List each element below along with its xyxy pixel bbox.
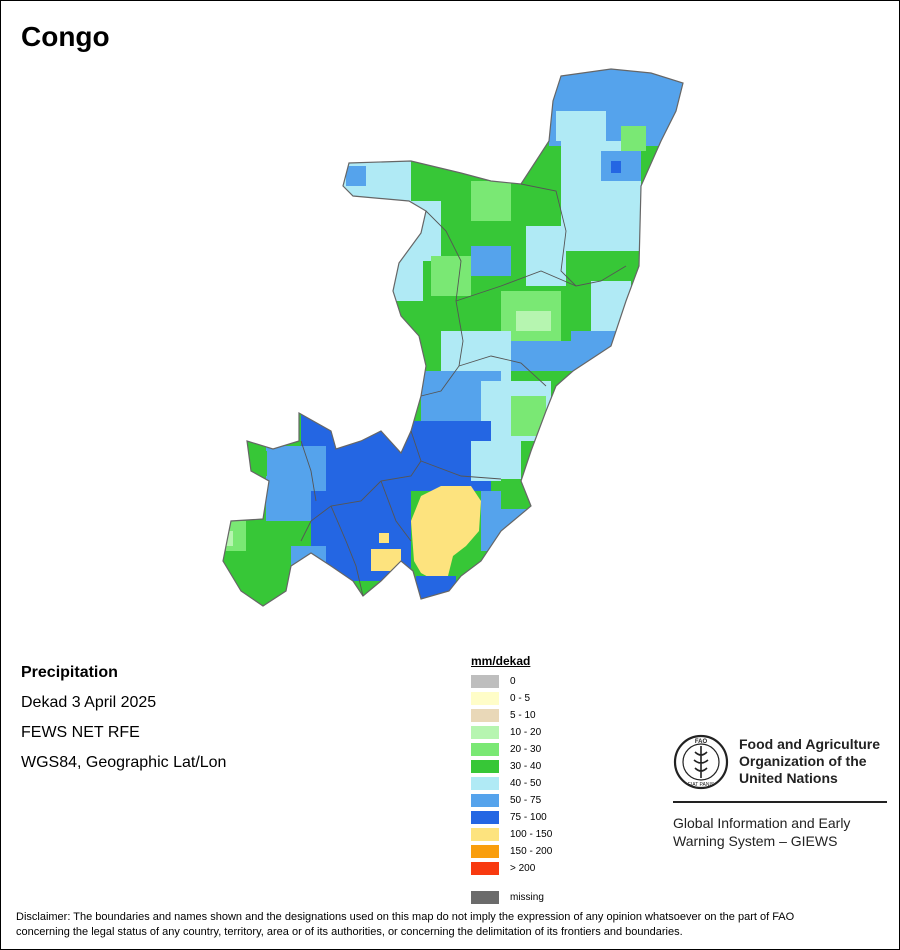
legend-item: > 200 (471, 860, 552, 877)
legend-label: 50 - 75 (510, 795, 542, 806)
info-source: FEWS NET RFE (21, 724, 140, 741)
legend-label: 10 - 20 (510, 727, 542, 738)
legend-label: 40 - 50 (510, 778, 542, 789)
rainfall-zone-central-paleblue (526, 226, 566, 286)
legend-item: 10 - 20 (471, 724, 552, 741)
fao-logo-motto: FIAT PANIS (688, 782, 715, 788)
legend-label: 20 - 30 (510, 744, 542, 755)
rainfall-zone-mid-lightgreen (511, 396, 546, 436)
rainfall-zone-sw-midblue (291, 546, 326, 571)
rainfall-zone-yellow-small (371, 549, 401, 571)
rainfall-zone-w-paleblue2 (393, 261, 423, 301)
legend-label: 0 (510, 676, 516, 687)
rainfall-zone-central-lightgreen3 (431, 256, 471, 296)
disclaimer-line2: concerning the legal status of any count… (16, 926, 683, 938)
fao-name-line3: United Nations (739, 770, 838, 786)
legend-swatch (471, 862, 499, 875)
info-heading: Precipitation (21, 664, 118, 681)
legend: mm/dekad 0 0 - 5 5 - 10 10 - 20 20 - 30 … (471, 654, 552, 906)
legend-label: 0 - 5 (510, 693, 531, 704)
legend-swatch (471, 828, 499, 841)
fao-name: Food and Agriculture Organization of the… (739, 736, 880, 787)
legend-item: 20 - 30 (471, 741, 552, 758)
legend-swatch (471, 760, 499, 773)
giews-name: Global Information and Early Warning Sys… (673, 814, 850, 850)
rainfall-zone-sw-deepblue (311, 491, 411, 581)
legend-item: 50 - 75 (471, 792, 552, 809)
legend-label: 30 - 40 (510, 761, 542, 772)
legend-swatch (471, 675, 499, 688)
legend-title: mm/dekad (471, 654, 531, 668)
fao-logo-text: FAO (695, 739, 708, 745)
rainfall-zone-yellow-small2 (379, 533, 389, 543)
rainfall-zone-ne-light-green (621, 126, 646, 151)
legend-swatch (471, 811, 499, 824)
legend-label: 150 - 200 (510, 846, 553, 857)
rainfall-zone-central-blue (471, 246, 511, 276)
rainfall-zone-ne-paleblue2 (556, 111, 606, 141)
fao-divider (673, 801, 887, 803)
legend-swatch (471, 726, 499, 739)
rainfall-zone-nw-blue (346, 166, 366, 186)
rainfall-zone-ne-blue2 (611, 161, 621, 173)
disclaimer: Disclaimer: The boundaries and names sho… (16, 910, 886, 940)
legend-item: 150 - 200 (471, 843, 552, 860)
legend-label: missing (510, 892, 544, 903)
legend-swatch (471, 845, 499, 858)
legend-label: 100 - 150 (510, 829, 553, 840)
info-period: Dekad 3 April 2025 (21, 694, 157, 711)
fao-logo-icon: FAO FIAT PANIS (673, 734, 729, 790)
info-projection: WGS84, Geographic Lat/Lon (21, 754, 227, 771)
giews-line1: Global Information and Early (673, 815, 851, 831)
legend-label: 75 - 100 (510, 812, 547, 823)
giews-line2: Warning System – GIEWS (673, 833, 838, 849)
legend-label: 5 - 10 (510, 710, 536, 721)
rainfall-zone-yellow-high (411, 486, 481, 584)
legend-swatch (471, 743, 499, 756)
legend-item: 30 - 40 (471, 758, 552, 775)
precipitation-map (222, 68, 684, 607)
admin-boundaries (300, 183, 627, 597)
legend-item: 40 - 50 (471, 775, 552, 792)
map-info: Precipitation Dekad 3 April 2025 FEWS NE… (21, 658, 226, 778)
legend-label: > 200 (510, 863, 536, 874)
rainfall-zone-w-green (247, 451, 267, 476)
disclaimer-line1: Disclaimer: The boundaries and names sho… (16, 911, 795, 923)
fao-name-line2: Organization of the (739, 753, 867, 769)
legend-item: 0 - 5 (471, 690, 552, 707)
legend-item: 75 - 100 (471, 809, 552, 826)
rainfall-zone-central-palegreen (516, 311, 551, 331)
legend-swatch (471, 692, 499, 705)
legend-item: 5 - 10 (471, 707, 552, 724)
legend-item-missing: missing (471, 889, 552, 906)
rainfall-zone-central-lightgreen (471, 181, 511, 221)
country-border (222, 68, 684, 607)
rainfall-zone-south-paleblue (471, 441, 521, 481)
legend-item: 0 (471, 673, 552, 690)
legend-swatch (471, 794, 499, 807)
legend-item: 100 - 150 (471, 826, 552, 843)
legend-swatch (471, 709, 499, 722)
rainfall-zone-mid-blue (511, 341, 571, 371)
rainfall-zone-south-tip-blue (416, 576, 456, 606)
legend-swatch (471, 777, 499, 790)
map-title: Congo (21, 21, 110, 52)
fao-name-line1: Food and Agriculture (739, 736, 881, 752)
legend-swatch (471, 891, 499, 904)
